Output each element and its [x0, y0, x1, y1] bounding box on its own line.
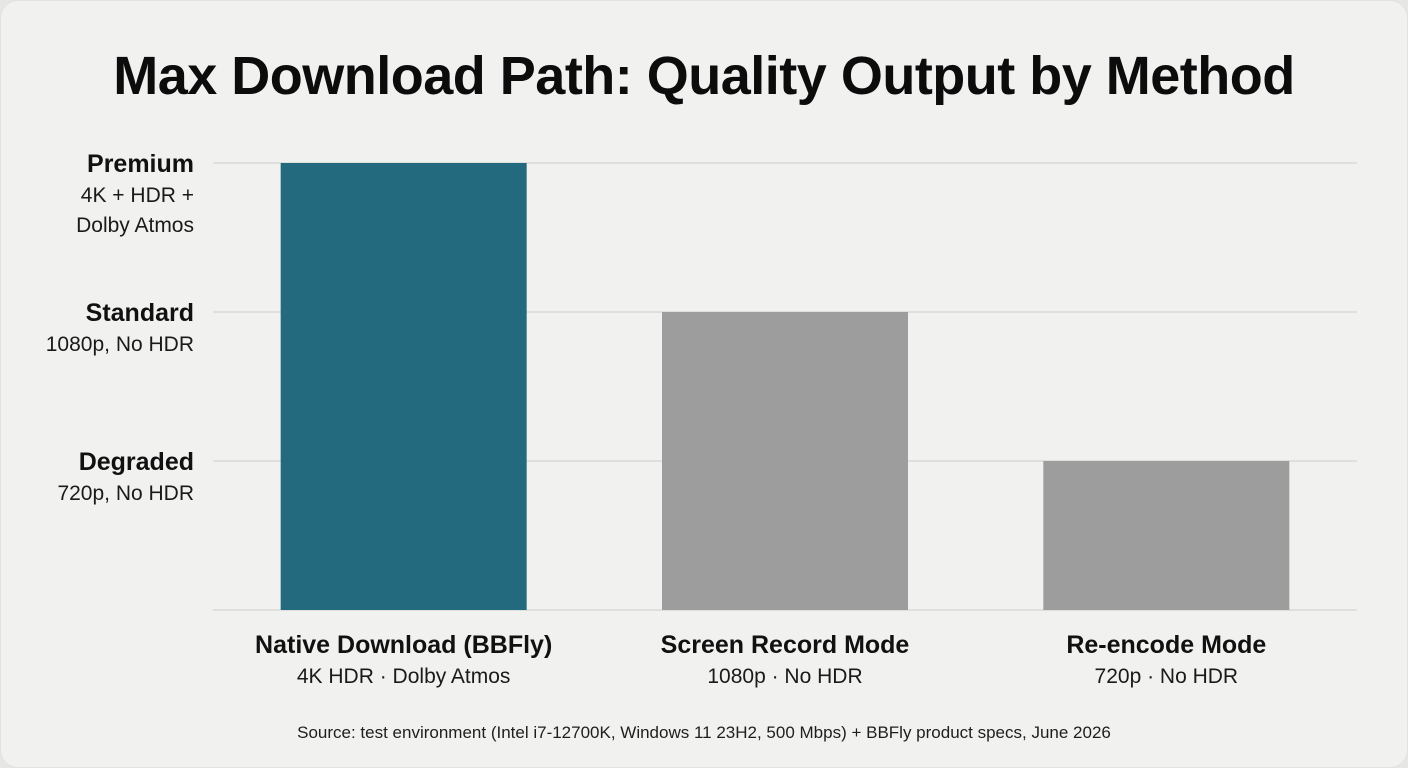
x-category-sublabel: 720p · No HDR	[1095, 665, 1239, 688]
y-level-detail: Dolby Atmos	[76, 214, 194, 237]
x-category-label: Re-encode Mode	[1066, 631, 1266, 659]
y-level-label: Degraded	[79, 448, 194, 476]
source-note: Source: test environment (Intel i7-12700…	[297, 723, 1111, 742]
x-category-sublabel: 1080p · No HDR	[707, 665, 862, 688]
y-level-label: Standard	[86, 299, 194, 327]
chart-title: Max Download Path: Quality Output by Met…	[113, 46, 1295, 106]
y-level-label: Premium	[87, 150, 194, 178]
y-level-detail: 720p, No HDR	[57, 482, 194, 505]
x-category-sublabel: 4K HDR · Dolby Atmos	[297, 665, 511, 688]
bar-chart: Premium 4K + HDR + Dolby Atmos Standard 1080…	[46, 150, 1357, 688]
x-category-label: Screen Record Mode	[661, 631, 910, 659]
x-category-label: Native Download (BBFly)	[255, 631, 552, 659]
bar-0	[280, 163, 527, 610]
y-level-detail: 1080p, No HDR	[46, 333, 194, 356]
bar-1	[662, 312, 908, 610]
bar-2	[1043, 461, 1290, 610]
y-level-detail: 4K + HDR +	[81, 184, 194, 207]
